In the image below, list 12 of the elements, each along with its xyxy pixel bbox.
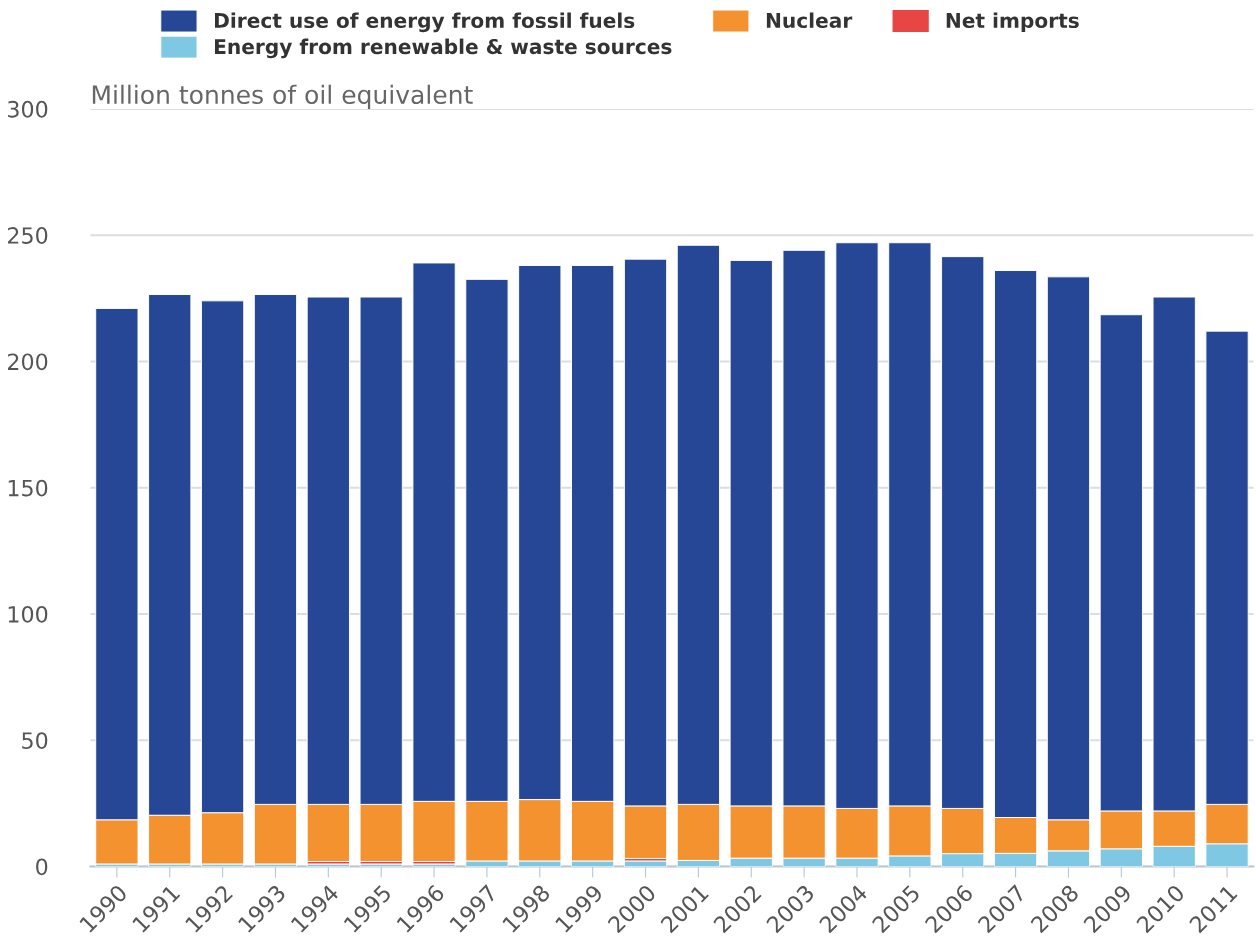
y-tick-label: 200	[7, 353, 48, 371]
y-tick-label: 0	[36, 858, 48, 876]
legend-label: Net imports	[946, 12, 1079, 32]
legend-label: Energy from renewable & waste sources	[215, 38, 672, 59]
y-tick-label: 150	[8, 479, 48, 497]
y-axis-title: Million tonnes of oil equivalent	[92, 84, 473, 109]
legend-label: Nuclear	[766, 12, 853, 29]
y-tick-label: 100	[8, 605, 48, 623]
legend-label: Direct use of energy from fossil fuels	[215, 12, 635, 33]
y-tick-label: 250	[7, 227, 48, 244]
y-tick-label: 50	[22, 732, 48, 749]
y-tick-label: 300	[8, 100, 48, 118]
